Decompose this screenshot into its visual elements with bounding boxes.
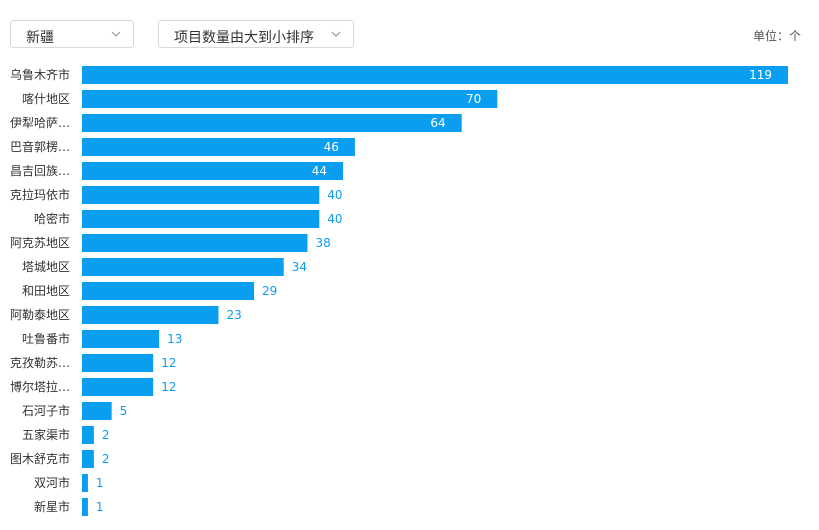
bar[interactable] xyxy=(82,354,154,372)
bar[interactable] xyxy=(82,234,308,252)
unit-label: 单位：个 xyxy=(752,29,801,43)
value-label: 70 xyxy=(466,92,481,106)
bar-row: 阿克苏地区 38 xyxy=(10,234,331,252)
bar-row: 吐鲁番市 13 xyxy=(22,330,182,348)
bar-row: 和田地区 29 xyxy=(22,282,277,300)
value-label: 12 xyxy=(161,380,176,394)
bar[interactable] xyxy=(82,426,94,444)
bar-row: 昌吉回族… 44 xyxy=(10,162,344,180)
bar-row: 伊犁哈萨… 64 xyxy=(10,114,462,132)
bar[interactable] xyxy=(82,282,255,300)
bar-row: 克拉玛依市 40 xyxy=(10,186,343,204)
bar-chart: 乌鲁木齐市 119 喀什地区 70 伊犁哈萨… 64 巴音郭楞… 46 昌吉回族… 44 克拉玛依市… xyxy=(10,66,788,516)
bar-row: 喀什地区 70 xyxy=(22,90,498,108)
category-label: 双河市 xyxy=(34,475,70,490)
value-label: 23 xyxy=(226,308,241,322)
bar-row: 巴音郭楞… 46 xyxy=(10,138,355,156)
value-label: 2 xyxy=(102,428,110,442)
category-label: 图木舒克市 xyxy=(10,451,70,466)
category-label: 和田地区 xyxy=(22,284,70,298)
bar-row: 塔城地区 34 xyxy=(22,258,307,276)
value-label: 40 xyxy=(327,212,342,226)
value-label: 34 xyxy=(292,260,307,274)
category-label: 昌吉回族… xyxy=(10,164,70,178)
value-label: 12 xyxy=(161,356,176,370)
toolbar: 新疆 项目数量由大到小排序 单位：个 xyxy=(10,20,801,50)
category-label: 阿克苏地区 xyxy=(10,236,70,250)
bar-row: 双河市 1 xyxy=(34,474,104,492)
region-select-value: 新疆 xyxy=(26,30,54,46)
bar[interactable] xyxy=(82,162,344,180)
value-label: 1 xyxy=(96,476,104,490)
value-label: 38 xyxy=(315,236,330,250)
bar-row: 阿勒泰地区 23 xyxy=(10,306,242,324)
bar[interactable] xyxy=(82,186,320,204)
category-label: 克孜勒苏… xyxy=(10,356,70,370)
value-label: 13 xyxy=(167,332,182,346)
bar[interactable] xyxy=(82,330,160,348)
value-label: 119 xyxy=(749,68,772,82)
value-label: 5 xyxy=(120,404,128,418)
category-label: 乌鲁木齐市 xyxy=(10,67,70,82)
bar-row: 石河子市 5 xyxy=(22,402,127,420)
category-label: 吐鲁番市 xyxy=(22,331,70,346)
value-label: 29 xyxy=(262,284,277,298)
bar[interactable] xyxy=(82,378,154,396)
bar[interactable] xyxy=(82,402,112,420)
bar[interactable] xyxy=(82,258,284,276)
bar[interactable] xyxy=(82,210,320,228)
bar-row: 博尔塔拉… 12 xyxy=(10,378,176,396)
bar-row: 乌鲁木齐市 119 xyxy=(10,66,788,84)
chevron-down-icon xyxy=(111,31,121,37)
bar[interactable] xyxy=(82,474,88,492)
bar[interactable] xyxy=(82,114,462,132)
bar-row: 克孜勒苏… 12 xyxy=(10,354,176,372)
bar[interactable] xyxy=(82,306,219,324)
bar[interactable] xyxy=(82,90,498,108)
value-label: 64 xyxy=(430,116,445,130)
region-select[interactable]: 新疆 xyxy=(10,20,134,48)
category-label: 阿勒泰地区 xyxy=(10,308,70,322)
value-label: 2 xyxy=(102,452,110,466)
bar-row: 新星市 1 xyxy=(34,498,104,516)
bar-row: 哈密市 40 xyxy=(34,210,343,228)
bar[interactable] xyxy=(82,66,788,84)
value-label: 46 xyxy=(324,140,339,154)
category-label: 塔城地区 xyxy=(22,260,70,274)
sort-select[interactable]: 项目数量由大到小排序 xyxy=(158,20,354,48)
bar[interactable] xyxy=(82,450,94,468)
category-label: 新星市 xyxy=(34,499,70,514)
bar-row: 图木舒克市 2 xyxy=(10,450,110,468)
category-label: 博尔塔拉… xyxy=(10,379,70,394)
category-label: 五家渠市 xyxy=(22,427,70,442)
value-label: 40 xyxy=(327,188,342,202)
value-label: 44 xyxy=(312,164,327,178)
category-label: 喀什地区 xyxy=(22,92,70,106)
sort-select-value: 项目数量由大到小排序 xyxy=(174,30,314,46)
category-label: 石河子市 xyxy=(22,403,70,418)
bar[interactable] xyxy=(82,498,88,516)
category-label: 哈密市 xyxy=(34,211,70,226)
value-label: 1 xyxy=(96,500,104,514)
chevron-down-icon xyxy=(331,31,341,37)
bar-row: 五家渠市 2 xyxy=(22,426,110,444)
bar[interactable] xyxy=(82,138,355,156)
category-label: 巴音郭楞… xyxy=(10,139,70,154)
category-label: 伊犁哈萨… xyxy=(10,116,70,130)
category-label: 克拉玛依市 xyxy=(10,187,70,202)
